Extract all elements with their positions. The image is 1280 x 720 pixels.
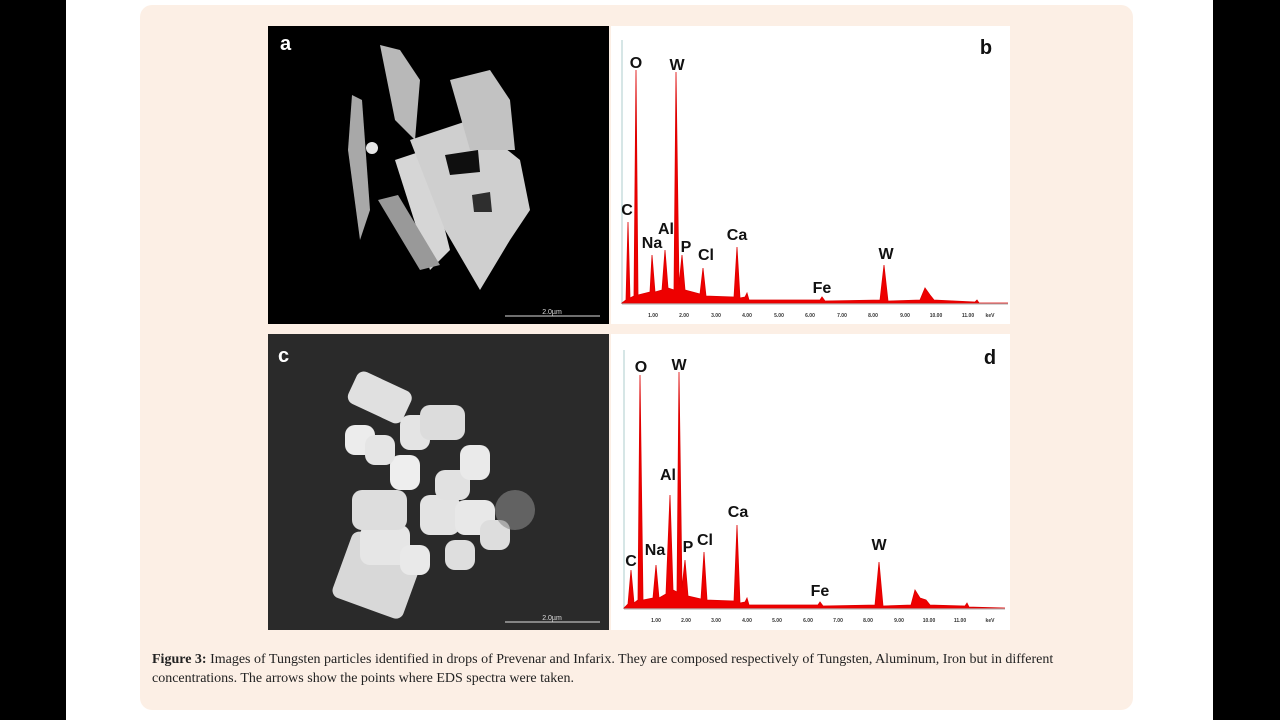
- x-tick-label: 9.00: [894, 618, 904, 624]
- peak-label: Fe: [811, 583, 830, 600]
- spectrum: [623, 371, 1006, 609]
- peak-label: Al: [660, 467, 676, 484]
- x-tick-label: 10.00: [930, 313, 943, 319]
- x-tick-label: 11.00: [954, 618, 966, 624]
- panel-label: a: [280, 33, 292, 55]
- x-tick-label: 11.00: [962, 313, 974, 319]
- peak-label: C: [621, 202, 633, 219]
- x-tick-label: 7.00: [833, 618, 843, 624]
- x-tick-label: 5.00: [774, 313, 784, 319]
- spectrum: [620, 69, 1008, 304]
- peak-label: P: [681, 239, 692, 256]
- particles-c: [332, 371, 535, 619]
- x-tick-label: 8.00: [863, 618, 873, 624]
- scale-bar-label: 2.0µm: [542, 309, 562, 316]
- peak-label: W: [671, 357, 687, 374]
- peak-label: Na: [645, 542, 666, 559]
- caption: Figure 3: Images of Tungsten particles i…: [152, 650, 1137, 688]
- x-tick-label: 4.00: [742, 618, 752, 624]
- x-tick-label: 3.00: [711, 618, 721, 624]
- x-tick-label: 8.00: [868, 313, 878, 319]
- peak-label: C: [625, 553, 637, 570]
- panel-label: c: [278, 345, 289, 367]
- peak-label: Cl: [697, 532, 713, 549]
- x-tick-label: 7.00: [837, 313, 847, 319]
- caption-text: Images of Tungsten particles identified …: [152, 652, 1054, 686]
- x-unit: keV: [986, 313, 996, 319]
- particles-a: [348, 45, 530, 290]
- peak-label: Ca: [727, 227, 748, 244]
- x-unit: keV: [986, 618, 996, 624]
- x-tick-label: 1.00: [651, 618, 661, 624]
- peak-label: Na: [642, 235, 663, 252]
- caption-label: Figure 3:: [152, 652, 207, 667]
- panel-label: d: [984, 347, 996, 369]
- peak-label: Fe: [813, 280, 832, 297]
- scale-bar-label: 2.0µm: [542, 615, 562, 622]
- x-tick-label: 3.00: [711, 313, 721, 319]
- x-tick-label: 2.00: [679, 313, 689, 319]
- peak-label: Al: [658, 221, 674, 238]
- x-tick-label: 5.00: [772, 618, 782, 624]
- peak-label: W: [871, 537, 887, 554]
- peak-label: O: [630, 55, 642, 72]
- x-tick-label: 1.00: [648, 313, 658, 319]
- peak-label: Cl: [698, 247, 714, 264]
- x-tick-label: 10.00: [923, 618, 936, 624]
- peak-label: P: [683, 539, 694, 556]
- x-tick-label: 6.00: [805, 313, 815, 319]
- x-tick-label: 4.00: [742, 313, 752, 319]
- peak-label: W: [669, 57, 685, 74]
- panel-label: b: [980, 37, 992, 59]
- peak-label: O: [635, 359, 647, 376]
- peak-label: Ca: [728, 504, 749, 521]
- x-tick-label: 6.00: [803, 618, 813, 624]
- x-tick-label: 9.00: [900, 313, 910, 319]
- x-tick-label: 2.00: [681, 618, 691, 624]
- peak-label: W: [878, 246, 894, 263]
